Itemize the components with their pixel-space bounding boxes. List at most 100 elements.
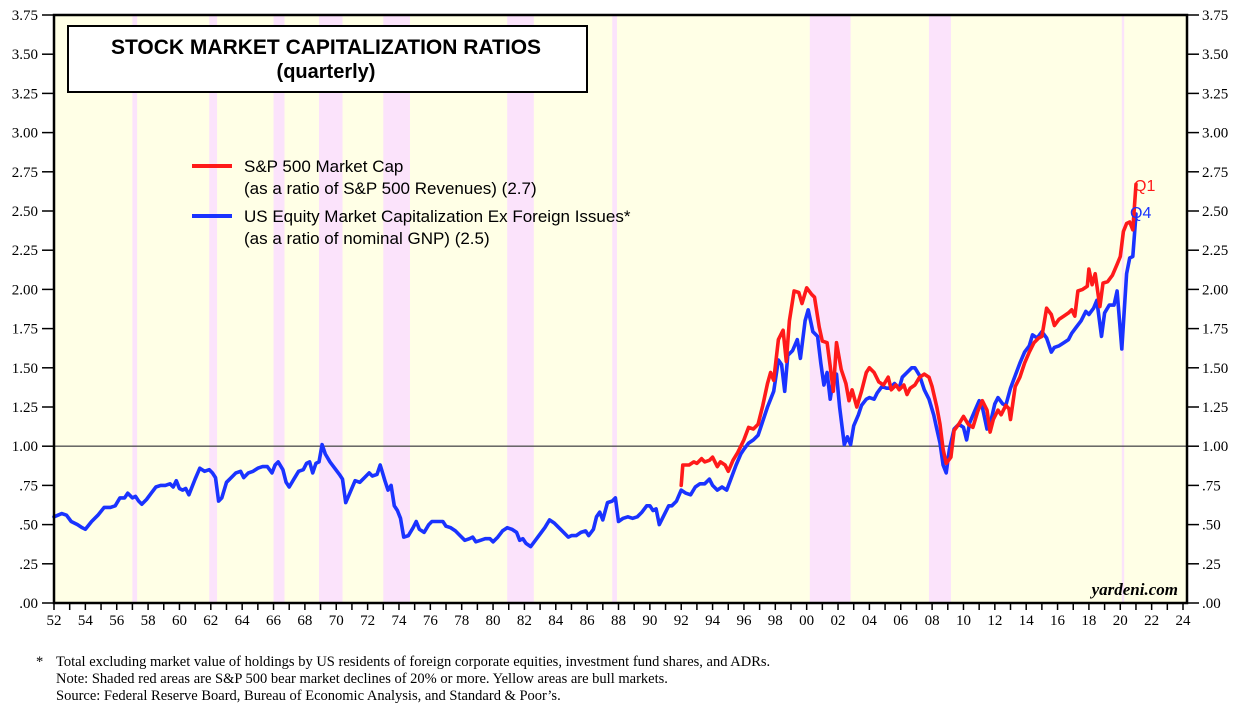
bear-market-region xyxy=(612,15,617,603)
y-tick-label-right: .75 xyxy=(1202,478,1221,494)
bear-market-region xyxy=(209,15,218,603)
y-tick-label-right: 3.75 xyxy=(1202,8,1228,24)
x-tick-label: 60 xyxy=(172,613,187,629)
legend-label-us-equity-line2: (as a ratio of nominal GNP) (2.5) xyxy=(244,229,490,248)
legend: S&P 500 Market Cap (as a ratio of S&P 50… xyxy=(192,157,631,248)
bear-market-region xyxy=(383,15,410,603)
x-tick-label: 06 xyxy=(893,613,909,629)
y-tick-label-right: 2.00 xyxy=(1202,282,1228,298)
x-tick-label: 56 xyxy=(109,613,125,629)
bear-market-region xyxy=(319,15,343,603)
x-tick-label: 70 xyxy=(329,613,344,629)
y-tick-label-right: .50 xyxy=(1202,518,1221,534)
x-tick-label: 82 xyxy=(517,613,532,629)
footnote-star: * xyxy=(36,654,44,670)
y-tick-label-right: 3.25 xyxy=(1202,86,1228,102)
chart-title: STOCK MARKET CAPITALIZATION RATIOS xyxy=(111,36,541,59)
y-tick-label-left: 1.00 xyxy=(12,439,38,455)
x-tick-label: 68 xyxy=(297,613,312,629)
y-tick-label-right: 2.75 xyxy=(1202,165,1228,181)
title-box: STOCK MARKET CAPITALIZATION RATIOS (quar… xyxy=(67,25,588,93)
x-tick-label: 10 xyxy=(956,613,971,629)
chart: .00 .25 .50 .75 1.00 1.25 1.50 1.75 2.00 2.25 2.50… xyxy=(12,8,1229,629)
y-tick-label-left: .00 xyxy=(19,596,38,612)
x-tick-label: 62 xyxy=(203,613,218,629)
x-tick-label: 84 xyxy=(548,613,564,629)
x-tick-label: 58 xyxy=(141,613,156,629)
x-tick-label: 04 xyxy=(862,613,878,629)
y-tick-label-right: 1.25 xyxy=(1202,400,1228,416)
bear-market-region xyxy=(273,15,285,603)
plot-frame xyxy=(52,13,1189,605)
x-tick-label: 94 xyxy=(705,613,721,629)
legend-item-us-equity: US Equity Market Capitalization Ex Forei… xyxy=(192,207,631,248)
x-tick-label: 72 xyxy=(360,613,375,629)
plot-background xyxy=(54,15,1187,603)
y-tick-label-right: .25 xyxy=(1202,557,1221,573)
y-tick-label-left: 3.25 xyxy=(12,86,38,102)
x-tick-label: 00 xyxy=(799,613,814,629)
x-tick-label: 64 xyxy=(235,613,251,629)
y-tick-label-left: .75 xyxy=(19,478,38,494)
x-tick-label: 80 xyxy=(486,613,501,629)
series-line-sp500 xyxy=(679,182,1138,488)
x-axis: 52 54 56 58 60 62 64 66 68 70 72 74 76 78 80 82 84 86 88 90… xyxy=(47,603,1192,629)
x-tick-label: 90 xyxy=(642,613,657,629)
x-tick-label: 22 xyxy=(1144,613,1159,629)
footnotes: * Total excluding market value of holding… xyxy=(36,654,770,705)
footnote-text: Total excluding market value of holdings… xyxy=(56,654,771,670)
y-tick-label-left: 1.75 xyxy=(12,322,38,338)
watermark: yardeni.com xyxy=(1090,580,1178,599)
legend-label-sp500-line1: S&P 500 Market Cap xyxy=(244,157,403,176)
x-tick-label: 08 xyxy=(925,613,940,629)
y-tick-label-right: 3.50 xyxy=(1202,47,1228,63)
y-tick-label-right: 3.00 xyxy=(1202,126,1228,142)
x-tick-label: 14 xyxy=(1019,613,1035,629)
x-tick-label: 96 xyxy=(736,613,752,629)
y-tick-label-left: 2.50 xyxy=(12,204,38,220)
footnote-star-line: * Total excluding market value of holding… xyxy=(36,654,770,671)
x-tick-label: 18 xyxy=(1081,613,1096,629)
bear-market-region xyxy=(507,15,534,603)
x-tick-label: 86 xyxy=(580,613,596,629)
bear-market-region xyxy=(928,15,951,603)
y-tick-label-left: 2.75 xyxy=(12,165,38,181)
y-tick-label-left: .50 xyxy=(19,518,38,534)
end-label-sp500: Q1 xyxy=(1134,178,1155,195)
x-tick-label: 98 xyxy=(768,613,783,629)
y-tick-label-right: 1.75 xyxy=(1202,322,1228,338)
y-tick-label-left: 3.50 xyxy=(12,47,38,63)
y-tick-label-right: .00 xyxy=(1202,596,1221,612)
x-tick-label: 12 xyxy=(987,613,1002,629)
x-tick-label: 74 xyxy=(391,613,407,629)
x-tick-label: 78 xyxy=(454,613,469,629)
x-tick-label: 02 xyxy=(831,613,846,629)
y-tick-label-right: 2.50 xyxy=(1202,204,1228,220)
x-tick-label: 92 xyxy=(674,613,689,629)
y-tick-label-left: 1.25 xyxy=(12,400,38,416)
y-axis-left: .00 .25 .50 .75 1.00 1.25 1.50 1.75 2.00 2.25 2.50… xyxy=(12,8,54,612)
footnote-note: Note: Shaded red areas are S&P 500 bear … xyxy=(56,671,668,687)
y-tick-label-right: 1.50 xyxy=(1202,361,1228,377)
y-tick-label-right: 2.25 xyxy=(1202,243,1228,259)
y-tick-label-right: 1.00 xyxy=(1202,439,1228,455)
x-tick-label: 24 xyxy=(1176,613,1192,629)
x-tick-label: 88 xyxy=(611,613,626,629)
chart-subtitle: (quarterly) xyxy=(277,61,376,83)
footnote-source: Source: Federal Reserve Board, Bureau of… xyxy=(56,688,561,704)
y-tick-label-left: 3.00 xyxy=(12,126,38,142)
end-label-us-equity: Q4 xyxy=(1130,205,1151,222)
x-tick-label: 76 xyxy=(423,613,439,629)
title-box-frame xyxy=(67,25,588,93)
y-axis-right: .00 .25 .50 .75 1.00 1.25 1.50 1.75 2.00 2.25 2.50… xyxy=(1187,8,1228,612)
y-tick-label-left: 3.75 xyxy=(12,8,38,24)
x-tick-label: 16 xyxy=(1050,613,1066,629)
x-tick-label: 52 xyxy=(47,613,62,629)
y-tick-label-left: 2.00 xyxy=(12,282,38,298)
y-tick-label-left: 2.25 xyxy=(12,243,38,259)
legend-item-sp500: S&P 500 Market Cap (as a ratio of S&P 50… xyxy=(192,157,537,198)
series-lines xyxy=(52,182,1138,549)
x-tick-label: 66 xyxy=(266,613,282,629)
y-tick-label-left: .25 xyxy=(19,557,38,573)
legend-label-us-equity-line1: US Equity Market Capitalization Ex Forei… xyxy=(244,207,631,226)
